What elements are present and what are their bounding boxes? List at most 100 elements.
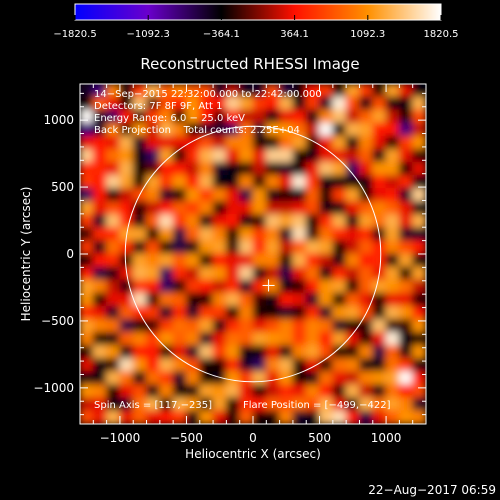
heatmap-cell <box>119 188 134 203</box>
heatmap-cell <box>106 214 121 229</box>
heatmap-cell <box>345 266 360 281</box>
heatmap-cell <box>252 175 267 190</box>
heatmap-cell <box>252 84 267 98</box>
heatmap-cell <box>345 397 360 412</box>
heatmap-cell <box>212 279 227 294</box>
heatmap-cell <box>80 358 94 373</box>
heatmap-cell <box>185 148 201 163</box>
heatmap-cell <box>146 84 161 98</box>
heatmap-cell <box>292 253 307 268</box>
heatmap-cell <box>372 201 387 216</box>
heatmap-cell <box>172 175 187 190</box>
heatmap-cell <box>412 161 426 177</box>
heatmap-cell <box>80 292 94 307</box>
heatmap-cell <box>252 96 267 111</box>
x-tick-label: −1000 <box>100 431 141 445</box>
heatmap-cell <box>398 371 414 386</box>
heatmap-cell <box>398 358 414 373</box>
heatmap-cell <box>358 397 374 412</box>
heatmap-cell <box>239 292 254 307</box>
heatmap-cell <box>172 358 187 373</box>
heatmap-cell <box>385 84 400 98</box>
heatmap-cell <box>212 175 227 190</box>
heatmap-cell <box>265 122 281 137</box>
heatmap-cell <box>199 410 214 424</box>
heatmap-cell <box>212 227 227 242</box>
heatmap-cell <box>279 214 294 229</box>
heatmap-cell <box>225 84 241 98</box>
heatmap-cell <box>412 253 426 268</box>
heatmap-cell <box>398 96 414 111</box>
heatmap-cell <box>80 84 94 98</box>
heatmap-cell <box>106 122 121 137</box>
heatmap-cell <box>252 227 267 242</box>
heatmap-cell <box>146 371 161 386</box>
heatmap-cell <box>345 135 360 150</box>
heatmap-cell <box>80 371 94 386</box>
heatmap-cell <box>239 331 254 347</box>
annotation-method-counts: Back Projection Total counts: 2.25E+04 <box>94 125 300 136</box>
heatmap-cell <box>372 410 387 424</box>
heatmap-cell <box>358 122 374 137</box>
heatmap-cell <box>385 266 400 281</box>
heatmap-cell <box>372 345 387 360</box>
heatmap-cell <box>412 214 426 229</box>
heatmap-cell <box>239 109 254 124</box>
heatmap-cell <box>185 318 201 333</box>
heatmap-cell <box>332 279 347 294</box>
heatmap-cell <box>372 279 387 294</box>
heatmap-cell <box>265 253 281 268</box>
heatmap-cell <box>265 148 281 163</box>
heatmap-cell <box>146 384 161 399</box>
heatmap-cell <box>80 318 94 333</box>
heatmap-cell <box>239 266 254 281</box>
heatmap-cell <box>332 253 347 268</box>
heatmap-cell <box>398 201 414 216</box>
heatmap-cell <box>345 175 360 190</box>
heatmap-cell <box>225 188 241 203</box>
heatmap-cell <box>332 331 347 347</box>
heatmap-cell <box>92 161 108 177</box>
heatmap-cell <box>412 345 426 360</box>
heatmap-cell <box>199 279 214 294</box>
heatmap-cell <box>385 214 400 229</box>
heatmap-cell <box>132 227 148 242</box>
heatmap-cell <box>172 109 187 124</box>
heatmap-cell <box>332 410 347 424</box>
heatmap-cell <box>185 201 201 216</box>
heatmap-cell <box>172 148 187 163</box>
heatmap-cell <box>212 305 227 320</box>
heatmap-cell <box>252 292 267 307</box>
heatmap-cell <box>172 96 187 111</box>
heatmap-cell <box>279 345 294 360</box>
heatmap-cell <box>252 279 267 294</box>
heatmap-cell <box>199 318 214 333</box>
heatmap-cell <box>385 227 400 242</box>
y-tick-label: −1000 <box>33 381 74 395</box>
heatmap-cell <box>80 305 94 320</box>
heatmap-cell <box>146 240 161 255</box>
chart-title: Reconstructed RHESSI Image <box>140 55 359 73</box>
heatmap-cell <box>279 122 294 137</box>
heatmap-cell <box>106 305 121 320</box>
heatmap-cell <box>225 266 241 281</box>
heatmap-cell <box>252 188 267 203</box>
heatmap-cell <box>279 358 294 373</box>
heatmap-cell <box>319 410 334 424</box>
heatmap-cell <box>225 122 241 137</box>
heatmap-cell <box>146 161 161 177</box>
heatmap-cell <box>146 410 161 424</box>
heatmap-cell <box>358 253 374 268</box>
heatmap-cell <box>305 331 321 347</box>
heatmap-cell <box>412 279 426 294</box>
heatmap-cell <box>132 279 148 294</box>
heatmap-cell <box>292 148 307 163</box>
heatmap-cell <box>279 135 294 150</box>
heatmap-cell <box>332 135 347 150</box>
heatmap-cell <box>332 358 347 373</box>
heatmap-cell <box>412 188 426 203</box>
heatmap-cell <box>412 122 426 137</box>
heatmap-cell <box>372 371 387 386</box>
heatmap-cell <box>412 240 426 255</box>
heatmap-cell <box>106 331 121 347</box>
